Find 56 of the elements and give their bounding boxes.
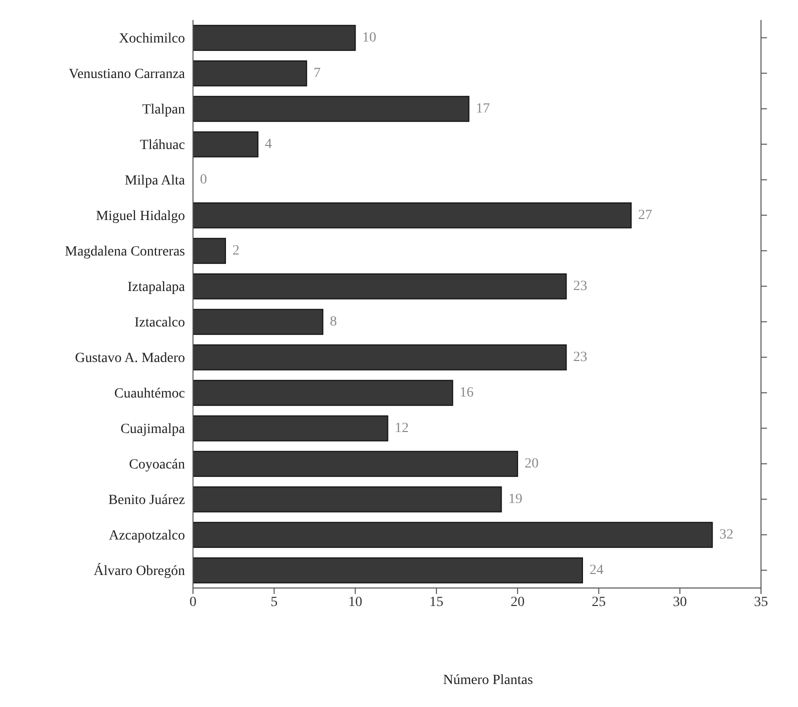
data-label: 16: [460, 385, 474, 400]
data-label: 17: [476, 101, 490, 116]
data-label: 23: [573, 278, 588, 294]
data-label: 23: [573, 350, 588, 365]
bar: [193, 131, 258, 158]
bar: [193, 486, 502, 512]
data-label: 27: [638, 208, 652, 223]
y-tick-label: Álvaro Obregón: [94, 562, 185, 580]
y-tick-label: Milpa Alta: [124, 174, 186, 189]
data-label: 24: [589, 562, 604, 578]
bar: [193, 380, 454, 406]
data-label: 2: [232, 243, 240, 258]
x-tick-label: 25: [592, 594, 606, 610]
data-label: 0: [200, 172, 207, 188]
bar: [193, 202, 632, 228]
data-label: 19: [508, 492, 522, 507]
data-label: 20: [524, 456, 539, 472]
x-tick-label: 5: [270, 594, 278, 610]
x-tick-label: 35: [754, 594, 768, 610]
y-tick-label: Cuauhtémoc: [114, 386, 185, 402]
y-tick-label: Venustiano Carranza: [68, 67, 186, 82]
bar: [193, 60, 308, 86]
y-tick-label: Tlalpan: [142, 102, 185, 118]
y-tick-label: Iztacalco: [134, 316, 185, 331]
bar: [193, 24, 356, 51]
x-axis-title: Número Plantas: [442, 673, 534, 689]
bar: [193, 557, 583, 584]
x-tick-label: 15: [429, 594, 444, 610]
data-label: 4: [264, 136, 272, 152]
data-label: 8: [330, 314, 337, 330]
y-tick-label: Benito Juárez: [108, 493, 185, 508]
bar: [193, 96, 470, 122]
data-label: 32: [719, 527, 734, 542]
y-tick-label: Azcapotzalco: [108, 528, 185, 544]
y-tick-label: Magdalena Contreras: [64, 244, 185, 260]
data-label: 7: [314, 66, 321, 81]
bar: [193, 308, 324, 335]
bar: [193, 344, 567, 370]
y-tick-label: Miguel Hidalgo: [96, 209, 185, 224]
bar: [193, 450, 518, 477]
y-tick-label: Xochimilco: [118, 32, 185, 47]
y-tick-label: Tláhuac: [140, 138, 185, 154]
y-tick-label: Coyoacán: [129, 458, 185, 473]
data-label: 12: [394, 420, 409, 436]
data-label: 10: [362, 30, 376, 46]
y-tick-label: Gustavo A. Madero: [74, 351, 185, 366]
bar: [193, 238, 226, 264]
y-tick-label: Iztapalapa: [127, 280, 186, 296]
x-tick-label: 20: [510, 594, 525, 610]
bar: [193, 273, 567, 300]
x-tick-label: 30: [672, 594, 687, 610]
x-tick-label: 0: [190, 594, 196, 610]
bar: [193, 522, 713, 548]
x-tick-label: 10: [348, 594, 362, 610]
bar: [193, 415, 388, 442]
y-tick-label: Cuajimalpa: [120, 422, 186, 438]
